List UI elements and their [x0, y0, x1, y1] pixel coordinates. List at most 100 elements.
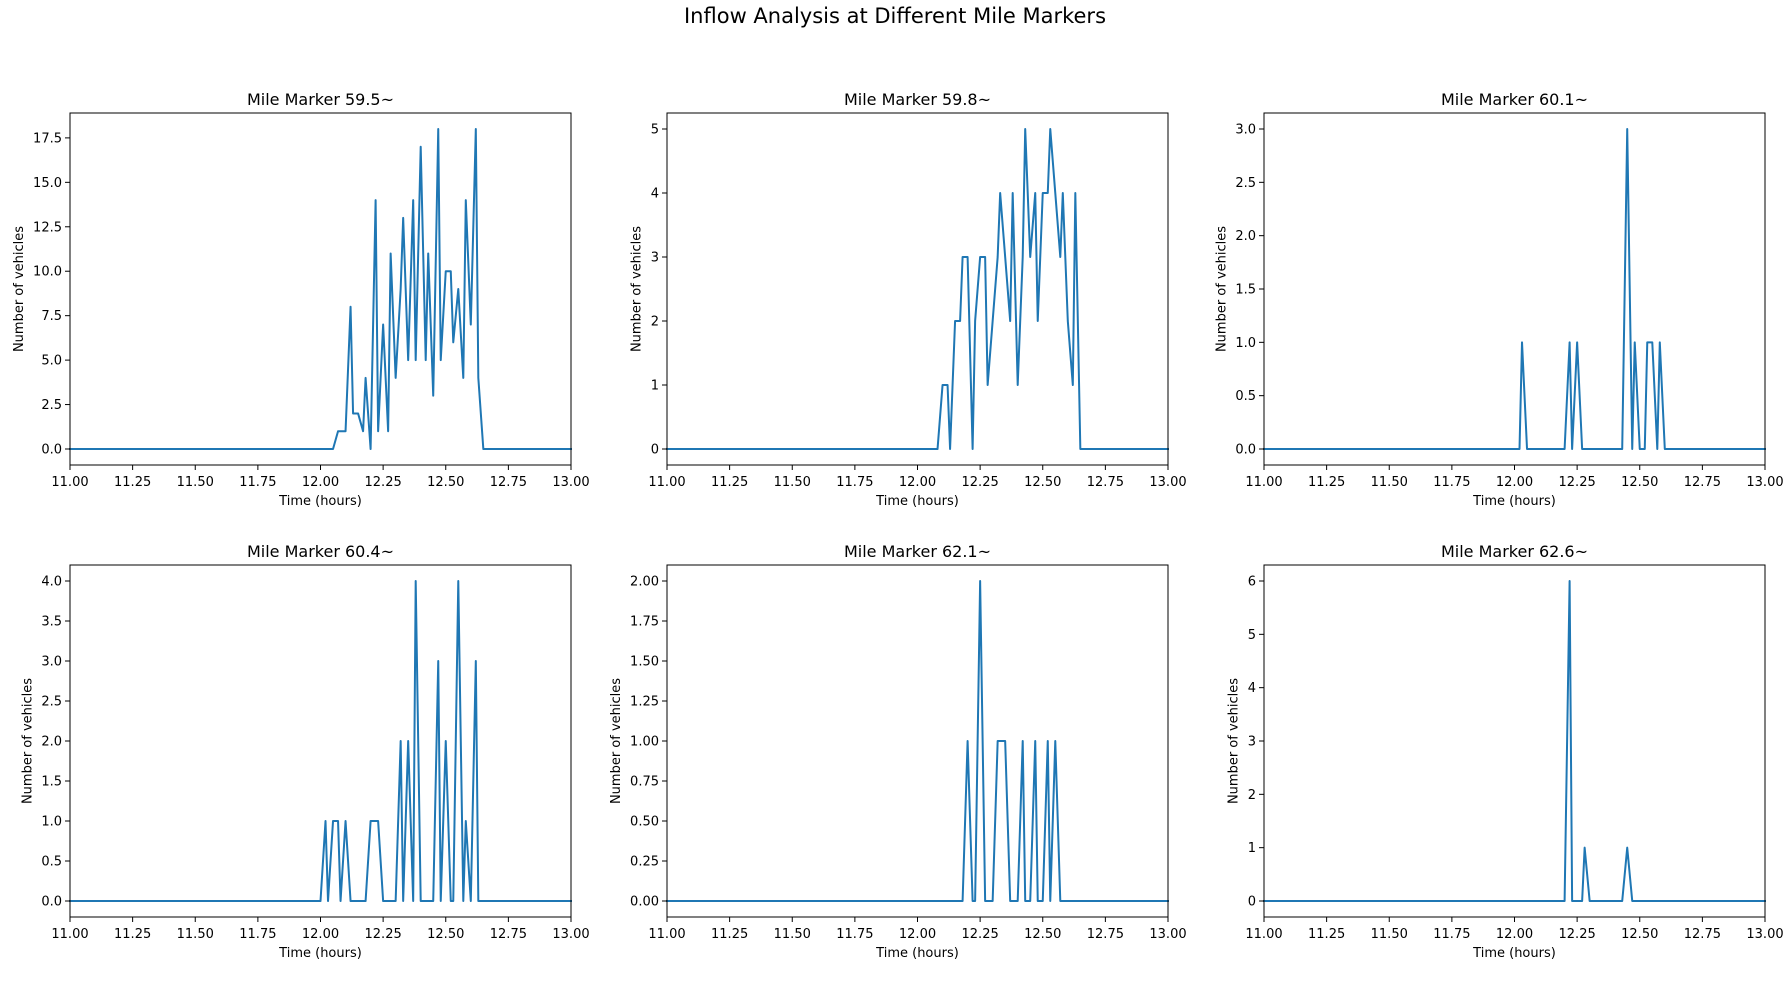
axes-frame — [1263, 564, 1766, 918]
y-axis-label: Number of vehicles — [20, 678, 35, 804]
series-line — [69, 128, 572, 450]
x-tick-label: 11.00 — [648, 927, 685, 942]
y-tick-label: 1.0 — [1235, 336, 1256, 351]
y-tick-label: 0.0 — [41, 895, 62, 910]
y-tick-label: 3 — [651, 251, 659, 266]
x-tick-label: 12.75 — [490, 475, 527, 490]
subplot-4: 11.00 11.25 11.50 11.75 12.00 12.25 12.50 12.75… — [20, 542, 589, 961]
x-tick-label: 12.50 — [1024, 475, 1061, 490]
axes-frame — [666, 112, 1169, 466]
y-tick-label: 17.5 — [33, 131, 62, 146]
x-tick-label: 12.50 — [1621, 475, 1658, 490]
y-tick-label: 2 — [1248, 788, 1256, 803]
y-tick-label: 12.5 — [33, 220, 62, 235]
x-tick-label: 11.50 — [1371, 475, 1408, 490]
x-tick-label: 12.25 — [365, 927, 402, 942]
axes-frame — [69, 564, 572, 918]
x-tick-label: 13.00 — [552, 475, 589, 490]
x-tick-label: 11.25 — [1308, 475, 1345, 490]
x-tick-label: 12.50 — [427, 475, 464, 490]
x-tick-label: 13.00 — [1149, 475, 1186, 490]
x-axis-label: Time (hours) — [278, 946, 362, 961]
y-tick-label: 1 — [651, 379, 659, 394]
x-tick-label: 13.00 — [1149, 927, 1186, 942]
subplot-5: 11.00 11.25 11.50 11.75 12.00 12.25 12.50 12.75… — [609, 542, 1187, 961]
x-tick-label: 12.50 — [427, 927, 464, 942]
y-tick-label: 0 — [1248, 895, 1256, 910]
subplot-2: 11.00 11.25 11.50 11.75 12.00 12.25 12.50 12.75… — [630, 90, 1187, 509]
y-tick-label: 1.0 — [41, 815, 62, 830]
y-tick-label: 2.0 — [41, 735, 62, 750]
y-tick-label: 2.0 — [1235, 229, 1256, 244]
figure-title: Inflow Analysis at Different Mile Marker… — [683, 4, 1107, 28]
x-tick-label: 11.50 — [177, 475, 214, 490]
y-tick-label: 1.50 — [630, 655, 659, 670]
subplot-title: Mile Marker 62.6~ — [1441, 542, 1588, 561]
y-tick-label: 2.5 — [1235, 176, 1256, 191]
x-tick-label: 11.00 — [51, 475, 88, 490]
x-tick-label: 11.25 — [711, 927, 748, 942]
y-tick-label: 1.5 — [1235, 283, 1256, 298]
y-tick-label: 0.0 — [1235, 443, 1256, 458]
y-tick-label: 0.50 — [630, 815, 659, 830]
x-tick-label: 11.25 — [114, 927, 151, 942]
series-line — [666, 580, 1169, 902]
y-tick-label: 7.5 — [41, 309, 62, 324]
x-axis-label: Time (hours) — [875, 494, 959, 509]
y-tick-label: 5.0 — [41, 354, 62, 369]
x-tick-label: 12.75 — [1684, 475, 1721, 490]
y-tick-label: 0.5 — [41, 855, 62, 870]
x-tick-label: 12.00 — [899, 475, 936, 490]
x-tick-label: 13.00 — [552, 927, 589, 942]
y-tick-label: 0.5 — [1235, 389, 1256, 404]
y-tick-label: 2.5 — [41, 695, 62, 710]
x-tick-label: 12.75 — [1087, 927, 1124, 942]
subplot-title: Mile Marker 62.1~ — [844, 542, 991, 561]
axes-frame — [666, 564, 1169, 918]
y-tick-label: 0.0 — [41, 443, 62, 458]
y-tick-label: 1.00 — [630, 735, 659, 750]
x-tick-label: 12.25 — [962, 927, 999, 942]
y-tick-label: 2 — [651, 315, 659, 330]
x-tick-label: 13.00 — [1746, 475, 1783, 490]
x-axis-label: Time (hours) — [278, 494, 362, 509]
x-tick-label: 11.25 — [1308, 927, 1345, 942]
y-tick-label: 15.0 — [33, 176, 62, 191]
x-tick-label: 12.00 — [1496, 927, 1533, 942]
x-tick-label: 12.75 — [1087, 475, 1124, 490]
x-tick-label: 12.00 — [302, 927, 339, 942]
y-axis-label: Number of vehicles — [1227, 678, 1242, 804]
x-tick-label: 11.75 — [239, 475, 276, 490]
y-tick-label: 3.0 — [41, 655, 62, 670]
y-tick-label: 2.00 — [630, 575, 659, 590]
x-tick-label: 12.00 — [899, 927, 936, 942]
x-axis-label: Time (hours) — [875, 946, 959, 961]
series-line — [666, 128, 1169, 450]
y-tick-label: 4 — [651, 187, 659, 202]
y-tick-label: 10.0 — [33, 265, 62, 280]
subplot-title: Mile Marker 59.5~ — [247, 90, 394, 109]
x-tick-label: 12.25 — [1559, 475, 1596, 490]
y-tick-label: 1.25 — [630, 695, 659, 710]
series-line — [1263, 128, 1766, 450]
x-tick-label: 12.75 — [1684, 927, 1721, 942]
y-tick-label: 0.25 — [630, 855, 659, 870]
subplot-title: Mile Marker 60.4~ — [247, 542, 394, 561]
x-tick-label: 11.75 — [1433, 475, 1470, 490]
y-tick-label: 0.00 — [630, 895, 659, 910]
x-tick-label: 11.00 — [648, 475, 685, 490]
y-tick-label: 3 — [1248, 735, 1256, 750]
subplot-6: 11.00 11.25 11.50 11.75 12.00 12.25 12.50 12.75… — [1227, 542, 1784, 961]
axes-frame — [1263, 112, 1766, 466]
axes-frame — [69, 112, 572, 466]
x-tick-label: 11.50 — [177, 927, 214, 942]
x-tick-label: 11.00 — [51, 927, 88, 942]
x-tick-label: 11.75 — [836, 475, 873, 490]
x-tick-label: 12.25 — [365, 475, 402, 490]
subplot-title: Mile Marker 60.1~ — [1441, 90, 1588, 109]
y-tick-label: 5 — [651, 123, 659, 138]
y-axis-label: Number of vehicles — [1214, 226, 1229, 352]
y-tick-label: 6 — [1248, 575, 1256, 590]
x-tick-label: 11.50 — [774, 927, 811, 942]
